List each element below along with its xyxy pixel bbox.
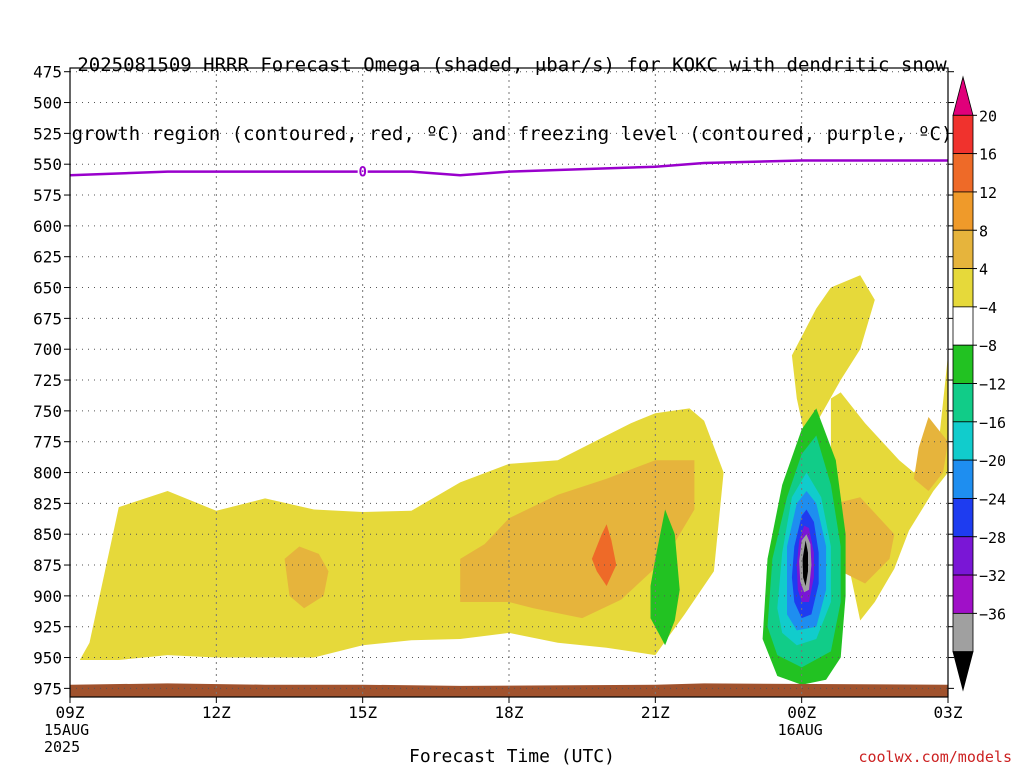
colorbar-cell [952, 498, 974, 538]
omega-region-core-c [284, 546, 329, 609]
x-tick-label: 03Z [934, 703, 963, 722]
y-tick-label: 575 [33, 186, 62, 205]
chart-title-line1: 2025081509 HRRR Forecast Omega (shaded, … [77, 54, 947, 76]
x-tick-label: 12Z [202, 703, 231, 722]
colorbar-cell [952, 383, 974, 423]
omega-region-core-a [460, 460, 695, 619]
x-axis-label: Forecast Time (UTC) [409, 746, 615, 767]
y-tick-label: 875 [33, 556, 62, 575]
colorbar-cap-bottom [952, 651, 974, 692]
x-tick-label: 18Z [495, 703, 524, 722]
colorbar-cap-top [952, 75, 974, 116]
colorbar-label: −8 [979, 337, 997, 355]
y-tick-label: 750 [33, 402, 62, 421]
colorbar-cell [952, 459, 974, 499]
y-tick-label: 950 [33, 649, 62, 668]
colorbar-cell [952, 612, 974, 653]
colorbar-cell [952, 229, 974, 269]
y-tick-label: 500 [33, 94, 62, 113]
colorbar-cell [952, 268, 974, 308]
omega-region-sink-a [650, 509, 680, 646]
y-tick-label: 600 [33, 217, 62, 236]
y-tick-label: 675 [33, 309, 62, 328]
colorbar-label: 16 [979, 146, 997, 164]
colorbar-label: −4 [979, 299, 997, 317]
colorbar-label: 12 [979, 184, 997, 202]
colorbar-label: −16 [979, 414, 1006, 432]
colorbar-cell [952, 536, 974, 576]
y-tick-label: 700 [33, 340, 62, 359]
y-tick-label: 775 [33, 433, 62, 452]
surface-terrain [70, 683, 948, 697]
freezing-level-label-bg [357, 163, 368, 180]
freezing-level-label: 0 [358, 165, 366, 181]
colorbar-label: −28 [979, 529, 1006, 547]
colorbar-label: 8 [979, 222, 988, 240]
omega-region-core-b [591, 524, 617, 586]
colorbar-label: −36 [979, 605, 1006, 623]
y-tick-label: 650 [33, 279, 62, 298]
colorbar-cell [952, 153, 974, 193]
y-tick-label: 975 [33, 679, 62, 698]
colorbar-cell [952, 114, 974, 155]
x-tick-sublabel: 15AUG [44, 721, 89, 739]
colorbar-label: −24 [979, 490, 1006, 508]
y-tick-label: 800 [33, 464, 62, 483]
colorbar-label: −20 [979, 452, 1006, 470]
x-tick-label: 00Z [787, 703, 816, 722]
y-tick-label: 850 [33, 525, 62, 544]
colorbar-cell [952, 306, 974, 346]
colorbar-label: 4 [979, 261, 988, 279]
colorbar-cell [952, 421, 974, 461]
credit-text: coolwx.com/models [858, 748, 1012, 766]
omega-region-sink-i [802, 540, 808, 586]
y-tick-label: 475 [33, 63, 62, 82]
colorbar-cell [952, 344, 974, 384]
x-tick-sublabel: 2025 [44, 738, 80, 756]
colorbar-cell [952, 191, 974, 231]
x-tick-label: 15Z [348, 703, 377, 722]
chart-title-line2: growth region (contoured, red, ºC) and f… [71, 123, 953, 145]
omega-region-right-core [835, 497, 895, 584]
x-tick-sublabel: 16AUG [778, 721, 823, 739]
freezing-level-line [69, 159, 948, 177]
colorbar-label: −12 [979, 376, 1006, 394]
y-tick-label: 900 [33, 587, 62, 606]
colorbar-label: 20 [979, 107, 997, 125]
y-tick-label: 625 [33, 248, 62, 267]
y-tick-label: 725 [33, 371, 62, 390]
x-tick-label: 21Z [641, 703, 670, 722]
y-tick-label: 925 [33, 618, 62, 637]
colorbar-cell [952, 574, 974, 614]
colorbar-label: −32 [979, 567, 1006, 585]
chart-title: 2025081509 HRRR Forecast Omega (shaded, … [0, 8, 1024, 169]
y-tick-label: 825 [33, 494, 62, 513]
y-tick-label: 550 [33, 155, 62, 174]
y-tick-label: 525 [33, 124, 62, 143]
x-tick-label: 09Z [56, 703, 85, 722]
